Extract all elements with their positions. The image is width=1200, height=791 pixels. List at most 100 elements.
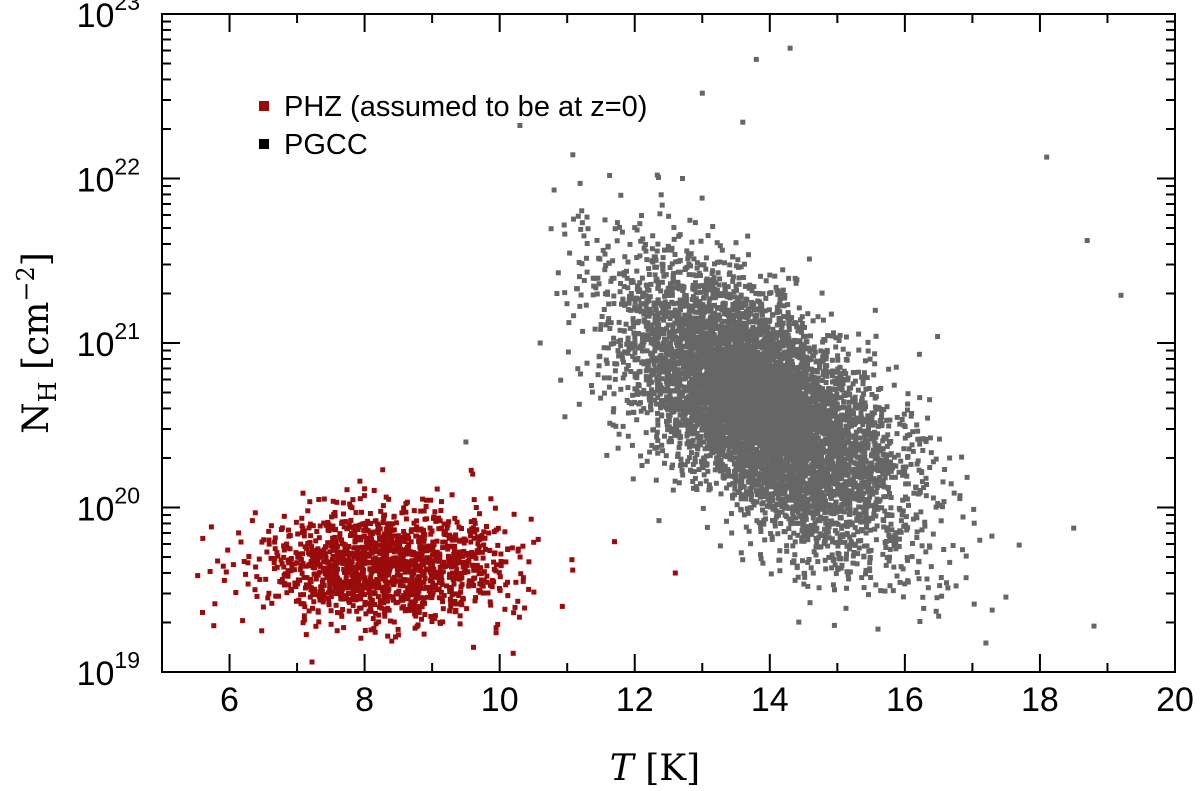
data-point bbox=[630, 296, 636, 302]
data-point bbox=[613, 423, 619, 429]
data-point bbox=[894, 431, 900, 437]
data-point bbox=[708, 308, 714, 314]
data-point bbox=[746, 528, 752, 534]
data-point bbox=[712, 261, 717, 267]
data-point bbox=[829, 521, 835, 527]
data-point bbox=[690, 335, 696, 340]
data-point bbox=[898, 564, 904, 570]
data-point bbox=[863, 571, 868, 577]
data-point bbox=[676, 360, 681, 365]
data-point bbox=[611, 293, 617, 299]
data-point bbox=[696, 467, 702, 473]
data-point bbox=[576, 401, 582, 407]
data-point bbox=[809, 422, 815, 428]
data-point bbox=[784, 397, 790, 403]
data-point bbox=[812, 528, 818, 534]
data-point bbox=[693, 273, 699, 279]
data-point bbox=[785, 332, 791, 338]
data-point bbox=[726, 312, 731, 318]
data-point bbox=[651, 361, 657, 367]
data-point bbox=[602, 390, 607, 396]
data-point bbox=[706, 299, 712, 305]
data-point bbox=[842, 451, 848, 457]
data-point bbox=[769, 536, 775, 542]
data-point bbox=[646, 272, 652, 277]
data-point bbox=[581, 233, 587, 239]
data-point bbox=[719, 382, 725, 388]
data-point bbox=[690, 437, 696, 443]
data-point bbox=[709, 449, 715, 455]
data-point bbox=[630, 476, 636, 482]
data-point bbox=[825, 491, 831, 496]
data-point bbox=[834, 416, 839, 422]
data-point bbox=[910, 448, 916, 454]
data-point bbox=[780, 287, 786, 293]
data-point bbox=[720, 466, 726, 472]
data-point bbox=[649, 246, 655, 252]
data-point bbox=[722, 347, 728, 352]
data-point bbox=[689, 367, 695, 373]
data-point bbox=[851, 532, 857, 538]
data-point bbox=[873, 406, 879, 412]
data-point bbox=[786, 275, 792, 281]
data-point bbox=[872, 361, 878, 367]
data-point bbox=[706, 420, 712, 426]
data-point bbox=[803, 483, 809, 489]
data-point bbox=[838, 515, 844, 521]
data-point bbox=[620, 296, 626, 302]
data-point bbox=[832, 387, 838, 392]
data-point bbox=[686, 444, 692, 450]
data-point bbox=[896, 544, 902, 549]
data-point bbox=[695, 434, 701, 440]
data-point bbox=[649, 324, 655, 330]
data-point bbox=[761, 521, 767, 527]
data-point bbox=[770, 357, 776, 363]
data-point bbox=[727, 295, 733, 301]
data-point bbox=[722, 282, 727, 288]
data-point bbox=[656, 175, 661, 180]
data-point bbox=[628, 307, 634, 313]
data-point bbox=[805, 501, 811, 507]
data-point bbox=[817, 402, 823, 408]
data-point bbox=[877, 460, 883, 466]
data-point bbox=[743, 429, 748, 435]
data-point bbox=[786, 505, 792, 511]
data-point bbox=[829, 460, 835, 466]
data-point bbox=[646, 381, 652, 387]
data-point bbox=[877, 405, 883, 411]
data-point bbox=[856, 538, 861, 544]
data-point bbox=[581, 278, 587, 283]
data-point bbox=[856, 331, 862, 337]
data-point bbox=[676, 445, 682, 451]
data-point bbox=[871, 372, 877, 378]
data-point bbox=[863, 404, 869, 410]
data-point bbox=[724, 416, 730, 422]
data-point bbox=[889, 534, 895, 540]
data-point bbox=[823, 566, 829, 572]
data-point bbox=[858, 446, 864, 452]
data-point bbox=[876, 477, 882, 483]
data-point bbox=[635, 320, 641, 326]
data-point bbox=[674, 386, 680, 392]
data-point bbox=[762, 320, 767, 326]
data-point bbox=[687, 217, 693, 223]
data-point bbox=[917, 619, 923, 624]
data-point bbox=[562, 290, 568, 296]
data-point bbox=[684, 315, 690, 321]
data-point bbox=[717, 276, 723, 282]
data-point bbox=[865, 438, 871, 444]
data-point bbox=[632, 339, 638, 345]
data-point bbox=[671, 225, 677, 230]
data-point bbox=[787, 534, 793, 540]
data-point bbox=[867, 527, 873, 533]
data-point bbox=[802, 574, 808, 580]
data-point bbox=[727, 351, 733, 356]
data-point bbox=[725, 284, 731, 290]
data-point bbox=[692, 220, 698, 226]
data-point bbox=[644, 348, 650, 354]
data-point bbox=[753, 290, 759, 296]
data-point bbox=[759, 310, 765, 316]
data-point bbox=[726, 327, 732, 333]
data-point bbox=[657, 363, 662, 369]
data-point bbox=[832, 393, 838, 399]
